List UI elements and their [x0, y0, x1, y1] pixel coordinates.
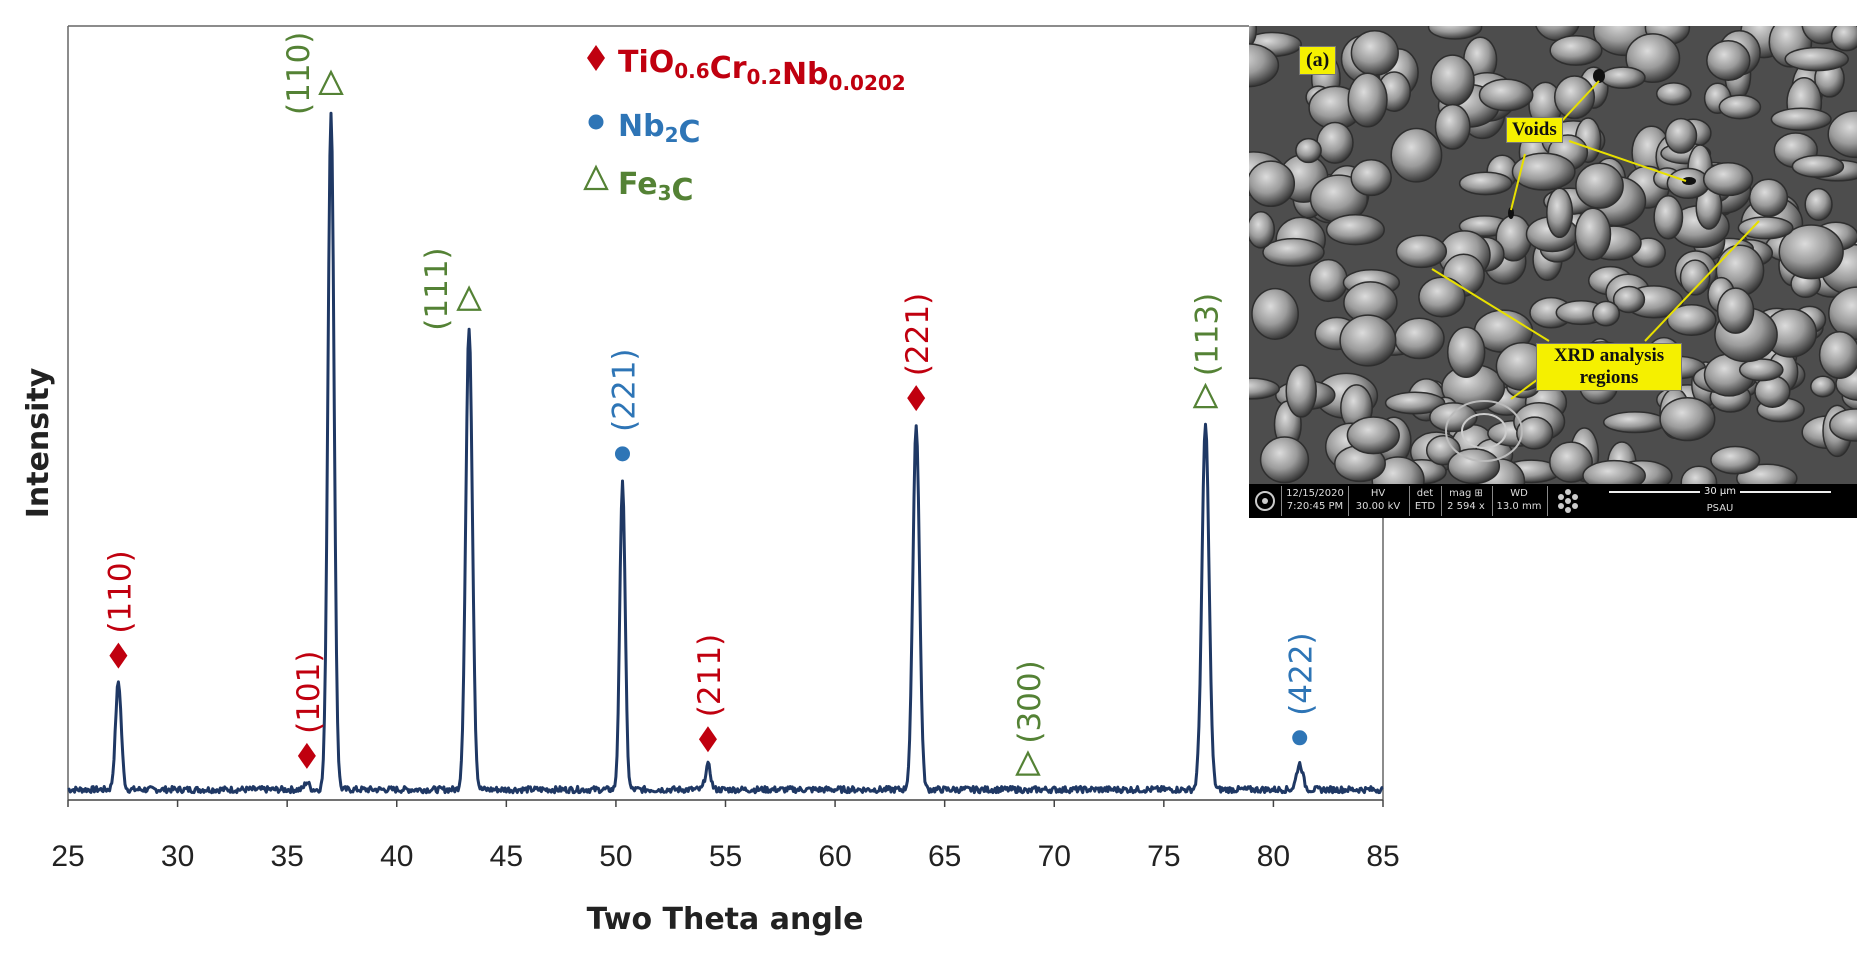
peak-marker-diamond	[907, 385, 926, 412]
peak-marker-diamond	[698, 726, 717, 753]
x-axis: 25 30 35 40 45 50 55 60 65 70 75 80 85	[51, 800, 1400, 873]
peak-hkl-label: (422)	[1284, 632, 1320, 715]
peak-marker-circle	[614, 446, 630, 462]
legend-label: TiO0.6Cr0.2Nb0.0202	[618, 45, 906, 95]
sem-working-distance: WD 13.0 mm	[1496, 488, 1542, 512]
peak-2: (101)	[291, 651, 327, 769]
aperture-icon	[1558, 489, 1578, 513]
legend: TiO0.6Cr0.2Nb0.0202 Nb2C Fe3C	[583, 45, 906, 208]
x-tick-label: 50	[599, 840, 632, 873]
peak-hkl-label: (111)	[419, 247, 455, 330]
x-tick-label: 65	[928, 840, 961, 873]
x-tick-label: 30	[161, 840, 194, 873]
fei-logo-icon	[1255, 491, 1275, 511]
sem-micrograph	[1249, 26, 1857, 484]
legend-symbol-triangle	[583, 164, 609, 191]
legend-label: Nb2C	[618, 109, 701, 150]
sem-hv: HV 30.00 kV	[1355, 488, 1401, 512]
peak-1: (110)	[102, 550, 138, 669]
x-tick-label: 45	[490, 840, 523, 873]
xrd-pattern-line	[67, 111, 1384, 795]
sem-date-time: 12/15/2020 7:20:45 PM	[1286, 488, 1344, 512]
peak-hkl-label: (211)	[692, 634, 728, 717]
x-tick-label: 40	[380, 840, 413, 873]
x-tick-label: 25	[51, 840, 84, 873]
sem-magnification: mag ⊞ 2 594 x	[1447, 488, 1485, 512]
y-axis-title: Intensity	[21, 367, 56, 518]
legend-symbol-circle	[588, 114, 604, 130]
peak-marker-diamond	[109, 642, 128, 669]
peak-5: (221)	[606, 348, 642, 462]
peak-10: (422)	[1284, 632, 1320, 746]
x-tick-label: 35	[270, 840, 303, 873]
peak-annotations: (110) (101) (110) (111) (221) (211) (221) (300)…	[102, 32, 1320, 776]
peak-6: (211)	[692, 634, 728, 753]
peak-marker-triangle	[1015, 750, 1041, 776]
sem-info-bar: 12/15/2020 7:20:45 PM HV 30.00 kV det ETD m…	[1249, 484, 1857, 518]
voids-markers	[1508, 69, 1696, 219]
scale-bar: 30 µm PSAU	[1589, 486, 1851, 516]
sem-detector: det ETD	[1414, 488, 1436, 512]
x-axis-title: Two Theta angle	[587, 902, 864, 937]
x-tick-label: 80	[1257, 840, 1290, 873]
x-tick-label: 85	[1366, 840, 1399, 873]
x-tick-label: 55	[709, 840, 742, 873]
peak-hkl-label: (221)	[900, 293, 936, 376]
peak-8: (300)	[1012, 660, 1048, 776]
peak-hkl-label: (110)	[102, 550, 138, 633]
xrd-regions-label: XRD analysis regions	[1536, 343, 1682, 391]
peak-hkl-label: (300)	[1012, 660, 1048, 743]
legend-entry-3: Fe3C	[583, 164, 694, 208]
x-tick-label: 60	[818, 840, 851, 873]
peak-hkl-label: (110)	[281, 32, 317, 115]
sem-micrograph-inset: (a) Voids XRD analysis regions 12/15/202…	[1249, 26, 1857, 518]
panel-label: (a)	[1299, 46, 1337, 75]
peak-marker-triangle	[1192, 382, 1219, 409]
organization-label: PSAU	[1706, 503, 1734, 514]
voids-label: Voids	[1506, 117, 1563, 143]
legend-entry-2: Nb2C	[588, 109, 701, 150]
peak-marker-triangle	[456, 285, 482, 311]
peak-4: (111)	[419, 247, 482, 331]
legend-entry-1: TiO0.6Cr0.2Nb0.0202	[587, 45, 906, 95]
peak-marker-triangle	[318, 69, 344, 96]
legend-label: Fe3C	[618, 167, 694, 208]
peak-9: (113)	[1189, 293, 1225, 409]
legend-symbol-diamond	[587, 45, 605, 71]
peak-hkl-label: (113)	[1189, 293, 1225, 376]
peak-marker-circle	[1292, 730, 1308, 746]
peak-hkl-label: (221)	[606, 348, 642, 431]
x-tick-label: 70	[1038, 840, 1071, 873]
peak-7: (221)	[900, 293, 936, 412]
peak-hkl-label: (101)	[291, 651, 327, 734]
x-tick-label: 75	[1147, 840, 1180, 873]
peak-3: (110)	[281, 32, 344, 115]
peak-marker-diamond	[297, 742, 316, 769]
